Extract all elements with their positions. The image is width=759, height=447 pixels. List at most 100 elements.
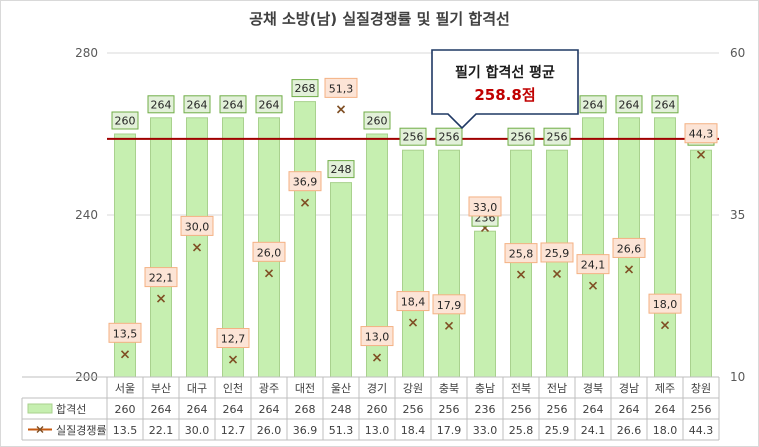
rate-marker-stroke-b (660, 321, 670, 330)
bar-label-box-강원 (399, 127, 427, 146)
y-left-tick-280: 280 (75, 46, 98, 60)
rate-marker-서울 (120, 350, 130, 359)
bar-label-경북: 264 (583, 98, 604, 111)
bar-창원 (690, 149, 712, 378)
bar-label-경남: 264 (619, 98, 640, 111)
bar-label-대구: 264 (187, 98, 208, 111)
rate-label-울산: 51,3 (329, 82, 354, 95)
markers-layer (120, 105, 706, 364)
bar-전북 (510, 149, 532, 378)
rate-label-box-전북 (504, 243, 538, 264)
rate-label-box-대구 (180, 215, 214, 236)
rate-marker-stroke-b (444, 321, 454, 330)
bar-대전 (294, 101, 316, 378)
rate-label-box-전남 (540, 242, 574, 263)
rate-label-창원: 44,3 (689, 128, 714, 141)
rate-label-대구: 30,0 (185, 220, 210, 233)
bars-layer (114, 101, 712, 378)
chart-title: 공채 소방(남) 실질경쟁률 및 필기 합격선 (249, 10, 510, 28)
data-table-layer: 서울 부산 대구 인천 광주 대전 울산 경기 강원 충북 충남 전북 전남 경북 경남 제주 창원합격선실질경… (21, 376, 720, 441)
table-bar-value-울산: 248 (331, 403, 352, 416)
table-bar-value-제주: 264 (655, 403, 676, 416)
table-rate-value-창원: 44.3 (689, 424, 714, 437)
average-callout: 필기 합격선 평균 258.8점 (432, 50, 578, 114)
y-right-tick-10: 10 (730, 370, 745, 384)
category-label-전북: 전북 (511, 382, 531, 395)
rate-marker-인천 (228, 355, 238, 364)
rate-label-box-경북 (576, 254, 610, 275)
y-right-tick-60: 60 (730, 46, 745, 60)
rate-label-box-경남 (612, 237, 646, 258)
rate-marker-부산 (156, 294, 166, 303)
table-bar-value-창원: 256 (691, 403, 712, 416)
category-label-대구: 대구 (187, 382, 207, 395)
rate-label-box-충북 (432, 294, 466, 315)
rate-label-경남: 26,6 (617, 242, 642, 255)
bar-label-box-대전 (291, 79, 319, 98)
category-label-인천: 인천 (223, 381, 243, 395)
rate-marker-stroke-b (552, 269, 562, 279)
rate-marker-제주 (660, 321, 670, 330)
bar-충북 (438, 149, 460, 378)
bar-label-box-제주 (651, 95, 679, 114)
rate-marker-전남 (552, 269, 562, 279)
category-label-부산: 부산 (151, 382, 171, 395)
rate-label-box-강원 (396, 291, 430, 312)
table-rate-value-경북: 24.1 (581, 424, 606, 437)
rate-marker-stroke-b (192, 243, 202, 252)
rate-label-대전: 36,9 (293, 176, 318, 189)
table-bar-value-경남: 264 (619, 403, 640, 416)
table-rate-value-서울: 13.5 (113, 424, 138, 437)
table-rate-value-충남: 33.0 (473, 424, 498, 437)
y-right-tick-35: 35 (730, 208, 745, 222)
rate-marker-stroke-b (624, 265, 634, 274)
bar-경북 (582, 117, 604, 378)
rate-marker-경남 (624, 265, 634, 274)
category-label-경기: 경기 (367, 382, 387, 395)
bar-label-강원: 256 (403, 131, 424, 144)
bar-label-인천: 264 (223, 98, 244, 111)
bar-label-box-경북 (579, 95, 607, 114)
rate-marker-stroke-b (588, 281, 598, 290)
callout-layer (431, 49, 579, 130)
table-bar-value-충북: 256 (439, 403, 460, 416)
bar-label-box-서울 (111, 111, 139, 130)
y-left-tick-240: 240 (75, 208, 98, 222)
category-label-서울: 서울 (115, 382, 135, 395)
rate-marker-stroke-b (696, 150, 706, 159)
rate-label-충북: 17,9 (437, 299, 462, 312)
table-rate-value-광주: 26.0 (257, 424, 282, 437)
rate-label-box-제주 (648, 293, 682, 314)
category-label-경남: 경남 (619, 382, 639, 395)
bar-label-대전: 268 (295, 82, 316, 95)
rate-marker-stroke-b (336, 105, 346, 114)
rate-marker-stroke-b (264, 269, 274, 278)
rate-label-부산: 22,1 (149, 272, 174, 285)
table-rate-value-대구: 30.0 (185, 424, 210, 437)
rate-marker-stroke-b (516, 270, 526, 279)
table-bar-value-대구: 264 (187, 403, 208, 416)
rate-marker-stroke-b (156, 294, 166, 303)
category-label-전남: 전남 (547, 382, 567, 395)
rate-marker-충북 (444, 321, 454, 330)
rate-marker-stroke-b (408, 318, 418, 327)
bar-label-box-전북 (507, 127, 535, 146)
bar-label-경기: 260 (367, 115, 388, 128)
rate-label-경북: 24,1 (581, 259, 606, 272)
rate-marker-전북 (516, 270, 526, 279)
bar-label-서울: 260 (115, 115, 136, 128)
table-rate-value-전남: 25.9 (545, 424, 570, 437)
rate-label-box-인천 (216, 328, 250, 349)
category-label-충남: 충남 (475, 382, 495, 395)
legend-marker-b (36, 426, 44, 433)
rate-label-서울: 13,5 (113, 327, 138, 340)
rate-marker-광주 (264, 269, 274, 278)
rate-label-box-창원 (684, 123, 718, 144)
category-label-광주: 광주 (259, 382, 279, 395)
rate-marker-경북 (588, 281, 598, 290)
table-bar-value-광주: 264 (259, 403, 280, 416)
bar-부산 (150, 117, 172, 378)
rate-marker-stroke-b (120, 350, 130, 359)
table-rate-value-경기: 13.0 (365, 424, 390, 437)
table-bar-value-경기: 260 (367, 403, 388, 416)
